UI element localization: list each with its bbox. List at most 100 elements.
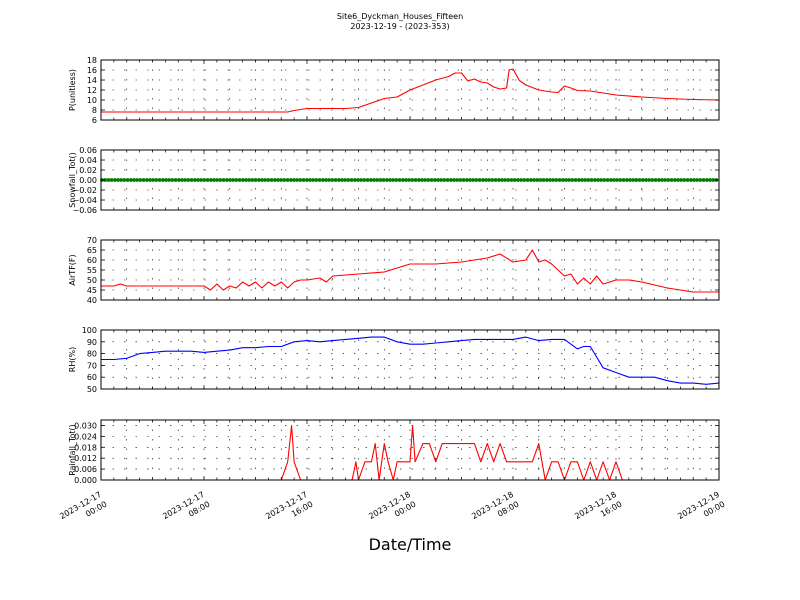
data-point bbox=[212, 178, 216, 182]
data-point bbox=[592, 178, 597, 182]
data-point bbox=[160, 178, 165, 182]
data-point bbox=[570, 178, 575, 182]
data-point bbox=[416, 178, 421, 182]
y-tick-label: 16 bbox=[87, 66, 97, 75]
data-point bbox=[272, 178, 277, 182]
data-point bbox=[519, 178, 524, 182]
data-point bbox=[362, 178, 367, 182]
panel-4: 50 60 70 80 90 100 RH(%) bbox=[68, 326, 720, 394]
data-point bbox=[695, 178, 700, 182]
y-tick-label: 80 bbox=[87, 350, 97, 359]
data-point bbox=[573, 178, 578, 182]
data-point bbox=[269, 178, 274, 182]
data-point bbox=[365, 178, 370, 182]
data-point bbox=[580, 178, 584, 182]
data-point bbox=[148, 178, 152, 182]
data-point bbox=[263, 178, 268, 182]
data-point bbox=[544, 178, 549, 182]
data-point bbox=[474, 178, 479, 182]
data-point bbox=[256, 178, 261, 182]
y-axis-label: Snowfall_Tot() bbox=[68, 152, 77, 208]
data-point bbox=[349, 178, 354, 182]
y-tick-label: 18 bbox=[87, 56, 97, 65]
panel-5: 0.000 0.006 0.012 0.018 0.024 0.030Rainfall_T… bbox=[68, 419, 720, 485]
y-tick-label: 60 bbox=[87, 373, 97, 382]
y-axis-label: Rainfall_Tot() bbox=[68, 424, 77, 476]
data-point bbox=[615, 178, 620, 182]
data-point bbox=[304, 178, 309, 182]
data-point bbox=[138, 178, 143, 182]
data-point bbox=[634, 178, 639, 182]
data-point bbox=[391, 178, 396, 182]
data-point bbox=[298, 178, 303, 182]
data-point bbox=[612, 178, 616, 182]
data-point bbox=[234, 178, 239, 182]
data-point bbox=[708, 178, 712, 182]
data-point bbox=[711, 178, 716, 182]
data-point bbox=[340, 178, 344, 182]
data-point bbox=[221, 178, 226, 182]
x-tick-labels: 2023-12-1700:00 2023-12-1708:00 2023-12-17… bbox=[58, 490, 726, 521]
data-point bbox=[157, 178, 162, 182]
y-tick-label: 70 bbox=[87, 361, 97, 370]
data-point bbox=[701, 178, 706, 182]
data-point bbox=[196, 178, 200, 182]
data-point bbox=[247, 178, 252, 182]
data-point bbox=[288, 178, 293, 182]
data-point bbox=[282, 178, 287, 182]
data-point bbox=[378, 178, 383, 182]
data-point bbox=[381, 178, 386, 182]
data-point bbox=[330, 178, 335, 182]
data-point bbox=[669, 178, 674, 182]
data-point bbox=[346, 178, 351, 182]
y-tick-label: 8 bbox=[92, 106, 97, 115]
data-point bbox=[538, 178, 543, 182]
data-point bbox=[308, 178, 312, 182]
data-point bbox=[535, 178, 540, 182]
data-point bbox=[583, 178, 588, 182]
data-point bbox=[429, 178, 434, 182]
data-point bbox=[586, 178, 591, 182]
y-tick-label: 100 bbox=[82, 326, 97, 335]
data-point bbox=[218, 178, 223, 182]
series-line bbox=[101, 424, 719, 481]
data-point bbox=[106, 178, 111, 182]
data-point bbox=[132, 178, 136, 182]
data-point bbox=[141, 178, 146, 182]
data-point bbox=[503, 178, 508, 182]
data-point bbox=[468, 178, 472, 182]
data-point bbox=[484, 178, 488, 182]
data-point bbox=[682, 178, 687, 182]
data-point bbox=[215, 178, 220, 182]
data-point bbox=[116, 178, 120, 182]
data-point bbox=[189, 178, 194, 182]
data-point bbox=[164, 178, 168, 182]
data-point bbox=[384, 178, 389, 182]
data-point bbox=[548, 178, 552, 182]
data-point bbox=[314, 178, 319, 182]
data-point bbox=[260, 178, 264, 182]
y-tick-label: 14 bbox=[87, 76, 97, 85]
data-point bbox=[228, 178, 232, 182]
y-tick-label: 0.018 bbox=[74, 443, 97, 452]
y-tick-label: 0.00 bbox=[79, 176, 97, 185]
y-tick-label: 10 bbox=[87, 96, 97, 105]
data-point bbox=[656, 178, 661, 182]
data-point bbox=[426, 178, 431, 182]
data-point bbox=[666, 178, 671, 182]
data-point bbox=[336, 178, 341, 182]
data-point bbox=[368, 178, 373, 182]
data-point bbox=[644, 178, 648, 182]
panel-2: −0.06−0.04−0.020.000.020.040.06Snowfall_… bbox=[68, 146, 720, 215]
data-point bbox=[471, 178, 476, 182]
y-axis-label: P(unitless) bbox=[68, 69, 77, 111]
data-point bbox=[285, 178, 290, 182]
data-point bbox=[205, 178, 210, 182]
data-point bbox=[663, 178, 668, 182]
data-point bbox=[320, 178, 325, 182]
data-point bbox=[525, 178, 530, 182]
data-point bbox=[192, 178, 197, 182]
data-point bbox=[618, 178, 623, 182]
data-point bbox=[704, 178, 709, 182]
